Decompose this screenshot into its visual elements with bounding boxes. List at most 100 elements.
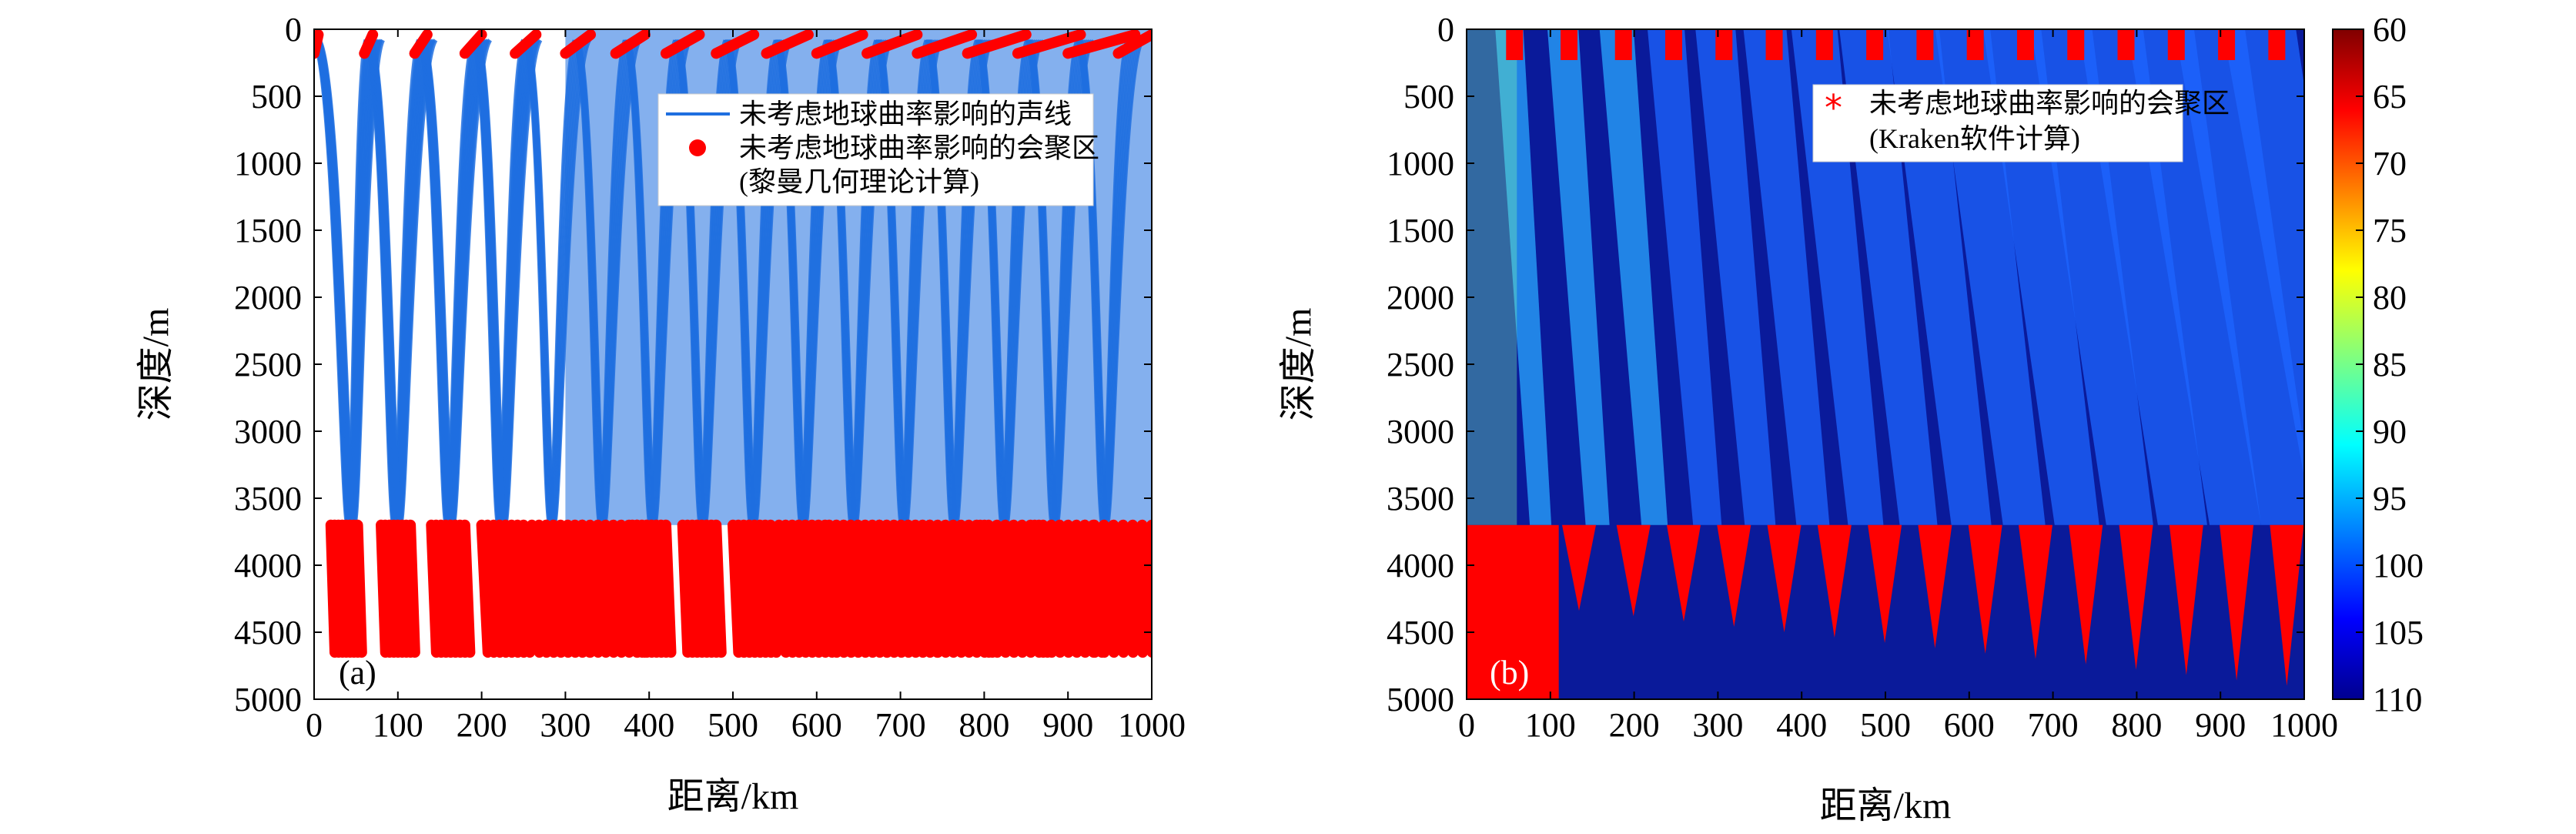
- zone-marker-streak: [780, 519, 798, 658]
- legend-box-a: [657, 93, 1094, 206]
- y-tick-label: 2000: [234, 279, 302, 317]
- surface-convergence-zone: [409, 29, 433, 59]
- legend-entry-kraken-zones: 未考虑地球曲率影响的会聚区: [1869, 88, 2230, 119]
- panel-b: 0 100 200 300 400 500 600 700 800 900 1000 0 500 1000…: [1278, 11, 2424, 826]
- y-tick-label: 1000: [234, 145, 302, 183]
- zone-marker-streak: [555, 519, 574, 658]
- zone-marker-streak: [974, 519, 995, 658]
- zone-surface-marker: [1916, 29, 1934, 60]
- zone-surface-marker: [1715, 29, 1733, 60]
- bottom-convergence-zone: [627, 519, 677, 658]
- x-tick-label: 300: [540, 706, 590, 744]
- intensity-band: [2223, 29, 2304, 478]
- x-tick-label: 500: [1860, 706, 1911, 744]
- zone-bottom-marker: [1767, 524, 1802, 632]
- zone-bottom-marker: [1868, 524, 1902, 643]
- legend-entry-rays: 未考虑地球曲率影响的声线: [739, 99, 1072, 129]
- zone-marker-streak: [1071, 519, 1091, 658]
- zone-marker-streak: [592, 519, 611, 658]
- zone-marker-streak: [838, 519, 857, 658]
- kraken-convergence-zone: [2167, 29, 2203, 675]
- axis-ticks-b: 0 100 200 300 400 500 600 700 800 900 1000 0 500 1000…: [1387, 11, 2338, 744]
- intensity-band: [1648, 29, 1722, 525]
- surface-convergence-zone: [459, 29, 487, 59]
- colorbar-tick-label: 80: [2373, 279, 2407, 317]
- intensity-streak: [1648, 29, 1722, 525]
- surface-convergence-zone: [560, 29, 597, 59]
- x-axis-title-b: 距离/km: [1820, 785, 1952, 826]
- kraken-convergence-zone: [1866, 29, 1902, 643]
- zone-surface-marker: [1866, 29, 1884, 60]
- zone-marker-streak: [488, 519, 506, 658]
- zone-marker-streak: [824, 519, 842, 658]
- zone-marker-streak: [845, 519, 864, 658]
- zone-marker-streak: [874, 519, 893, 658]
- zone-marker-streak: [806, 519, 825, 658]
- surface-convergence-zone: [510, 29, 542, 59]
- zone-marker-streak: [1112, 29, 1152, 59]
- colorbar-tick-label: 60: [2373, 11, 2407, 49]
- kraken-convergence-zone: [2016, 29, 2052, 659]
- x-tick-label: 1000: [1118, 706, 1186, 744]
- intensity-band: [1695, 29, 1776, 525]
- panel-a: 0 100 200 300 400 500 600 700 800 900 1000 0 500 1000…: [135, 11, 1186, 817]
- zone-marker-streak: [895, 519, 915, 658]
- zone-marker-streak: [1054, 519, 1074, 658]
- legend-entry-method: (黎曼几何理论计算): [739, 166, 979, 197]
- intensity-band: [1495, 29, 1552, 525]
- zone-marker-streak: [562, 519, 581, 658]
- zone-marker-streak: [902, 519, 922, 658]
- surface-convergence-zone: [811, 29, 868, 59]
- zone-marker-streak: [793, 519, 811, 658]
- legend-asterisk-swatch: *: [1825, 87, 1842, 129]
- zone-marker-streak: [786, 519, 805, 658]
- zone-bottom-marker: [2069, 524, 2103, 665]
- y-tick-label: 0: [285, 11, 302, 49]
- zone-marker-streak: [600, 519, 620, 658]
- x-tick-label: 700: [875, 706, 926, 744]
- panel-label-b: (b): [1490, 654, 1529, 692]
- bottom-convergence-zone: [476, 519, 536, 658]
- zone-marker-streak: [409, 29, 433, 59]
- zone-marker-streak: [526, 519, 545, 658]
- zone-surface-marker: [2067, 29, 2085, 60]
- zone-marker-streak: [1037, 519, 1057, 658]
- zone-marker-streak: [991, 519, 1012, 658]
- intensity-streak: [2223, 29, 2304, 478]
- x-tick-label: 800: [958, 706, 1009, 744]
- legend-a: 未考虑地球曲率影响的声线 未考虑地球曲率影响的会聚区 (黎曼几何理论计算): [657, 93, 1099, 206]
- zone-marker-streak: [831, 519, 850, 658]
- zone-marker-streak: [955, 519, 975, 658]
- zone-marker-streak: [861, 29, 923, 59]
- zone-marker-streak: [1136, 519, 1152, 658]
- intensity-streak: [1547, 29, 1610, 525]
- zone-bottom-marker: [1667, 524, 1701, 622]
- zone-marker-streak: [506, 519, 524, 658]
- zone-marker-streak: [711, 29, 760, 59]
- zone-surface-marker: [1561, 29, 1577, 60]
- zone-marker-streak: [476, 519, 493, 658]
- zone-marker-streak: [660, 519, 677, 658]
- legend-entry-kraken-method: (Kraken软件计算): [1869, 123, 2080, 154]
- zone-marker-streak: [482, 519, 500, 658]
- x-tick-label: 500: [708, 706, 758, 744]
- zone-marker-streak: [534, 519, 552, 658]
- bottom-convergence-zone: [1079, 519, 1152, 658]
- zone-marker-streak: [811, 29, 868, 59]
- zone-marker-streak: [584, 519, 604, 658]
- zone-surface-marker: [1815, 29, 1833, 60]
- x-tick-label: 200: [1609, 706, 1660, 744]
- y-tick-label: 1500: [234, 212, 302, 250]
- surface-convergence-zone: [1012, 29, 1086, 59]
- y-tick-label: 5000: [234, 681, 302, 718]
- bottom-convergence-zone: [325, 519, 367, 658]
- zone-marker-streak: [1146, 519, 1152, 594]
- zone-marker-streak: [359, 29, 379, 59]
- zone-bottom-marker: [1562, 524, 1596, 611]
- zone-marker-streak: [560, 29, 597, 59]
- zone-surface-marker: [2016, 29, 2034, 60]
- zone-marker-streak: [610, 29, 651, 59]
- kraken-convergence-zone: [1815, 29, 1852, 638]
- zone-bottom-marker: [1968, 524, 2002, 654]
